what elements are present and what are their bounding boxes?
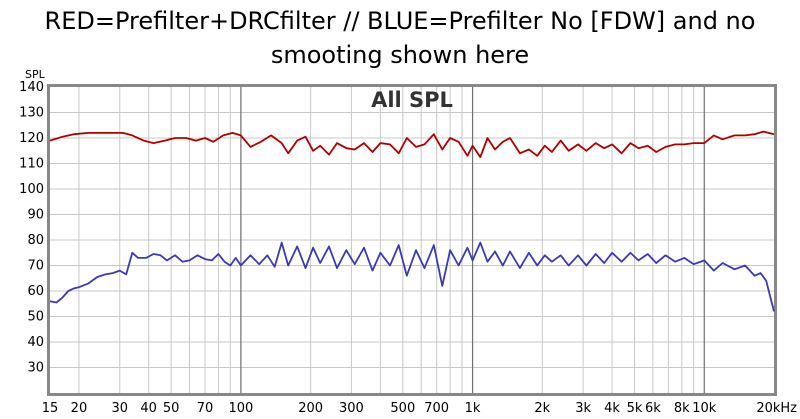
axis-labels: 30 40 50 60 70 80 90 100 110 120 130 140 15 20 30 40 50 7…: [19, 80, 797, 416]
x-tick-label: 10k: [692, 401, 717, 416]
x-tick-label: 50: [163, 401, 180, 416]
x-tick-label: 40: [140, 401, 157, 416]
x-tick-label: 15: [42, 401, 59, 416]
x-tick-label: 6k: [645, 401, 661, 416]
y-tick-label: 50: [27, 310, 44, 325]
series-line-1: [49, 130, 775, 158]
series-group: [49, 130, 775, 312]
series-line-2: [49, 241, 775, 312]
x-tick-label: 8k: [674, 401, 690, 416]
x-tick-label: 1k: [465, 401, 481, 416]
y-tick-label: 70: [27, 259, 44, 274]
x-tick-label: 20: [71, 401, 88, 416]
y-axis-label: SPL: [25, 68, 46, 81]
chart-title-line-2: smooting shown here: [270, 41, 530, 69]
y-tick-label: 120: [19, 131, 44, 146]
x-tick-label: 100: [228, 401, 253, 416]
x-tick-label: 300: [339, 401, 364, 416]
x-tick-label: 20kHz: [756, 401, 797, 416]
x-tick-label: 200: [298, 401, 323, 416]
chart-title-block: RED=Prefilter+DRCfilter // BLUE=Prefilte…: [0, 4, 800, 72]
x-tick-label: 5k: [627, 401, 643, 416]
chart-title-line-1: RED=Prefilter+DRCfilter // BLUE=Prefilte…: [44, 7, 756, 35]
plot-inner-title: All SPL: [371, 88, 453, 112]
x-tick-label: 700: [424, 401, 449, 416]
x-tick-label: 70: [197, 401, 214, 416]
x-tick-label: 30: [111, 401, 128, 416]
y-tick-label: 60: [27, 284, 44, 299]
y-tick-label: 130: [19, 106, 44, 121]
y-tick-label: 140: [19, 80, 44, 95]
y-tick-label: 90: [27, 208, 44, 223]
y-tick-label: 110: [19, 157, 44, 172]
y-tick-label: 100: [19, 182, 44, 197]
y-tick-label: 80: [27, 233, 44, 248]
y-tick-label: 30: [27, 361, 44, 376]
x-tick-label: 4k: [604, 401, 620, 416]
grid-lines: [50, 87, 774, 393]
x-tick-label: 3k: [575, 401, 591, 416]
x-tick-label: 500: [390, 401, 415, 416]
x-tick-label: 2k: [534, 401, 550, 416]
y-tick-label: 40: [27, 335, 44, 350]
